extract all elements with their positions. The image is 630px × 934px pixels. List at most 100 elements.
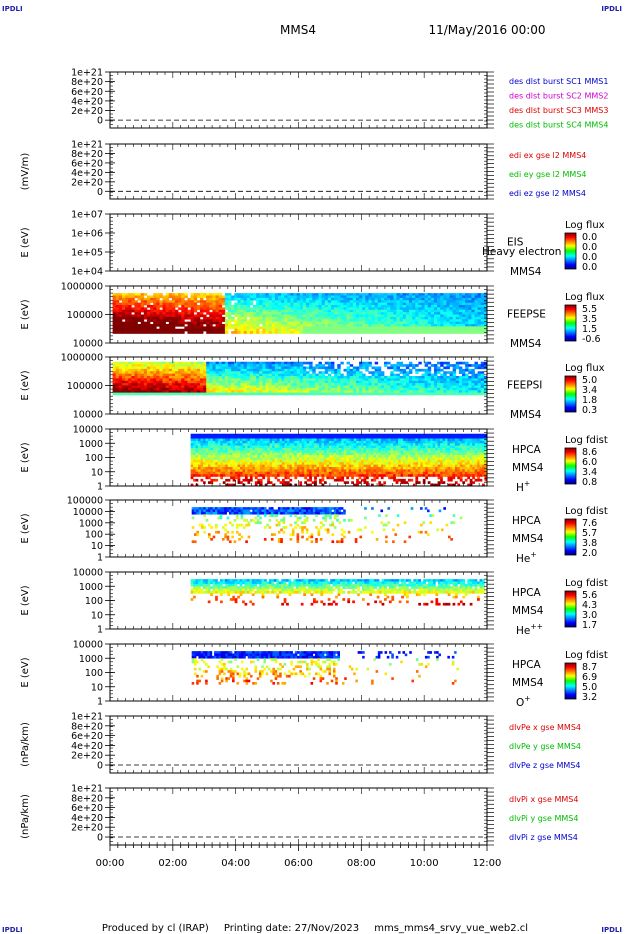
- panel-frame: [109, 213, 488, 272]
- ytick-label: 1000000: [61, 282, 103, 293]
- colorbar: [564, 518, 577, 556]
- instrument-label: EIS: [507, 237, 524, 249]
- colorbar-tick-label: 3.8: [582, 538, 597, 549]
- colorbar-tick-label: 5.0: [582, 375, 597, 386]
- corner-label-bottom-left: IPDLI: [2, 926, 23, 934]
- spacecraft-title: MMS4: [280, 23, 316, 37]
- instrument-label: FEEPSE: [507, 309, 546, 321]
- species-label: He++: [516, 622, 543, 637]
- legend-entry: edi ex gse l2 MMS4: [509, 151, 586, 160]
- panel-5: 1000000 100000 10000 E (eV) FEEPSI MMS4 Log fl…: [20, 353, 605, 422]
- legend-entry: dlvPi z gse MMS4: [509, 833, 578, 842]
- spacecraft-label: MMS4: [510, 266, 542, 278]
- legend-entry: des dlst burst SC4 MMS4: [509, 121, 608, 130]
- colorbar-tick-label: 2.0: [582, 548, 597, 559]
- species-label: O+: [516, 694, 531, 709]
- colorbar-title: Log flux: [565, 220, 605, 231]
- colorbar: [564, 375, 577, 413]
- ytick-label: 10: [91, 467, 103, 478]
- colorbar-tick-label: 4.3: [582, 600, 597, 611]
- species-label: He+: [516, 550, 537, 565]
- ytick-label: 1: [97, 482, 103, 493]
- xtick-label: 06:00: [284, 858, 313, 869]
- ytick-label: 10000: [73, 640, 103, 651]
- panel-9: 10000 1000 100 10 1 E (eV) HPCA MMS4 O+ Log fdist…: [20, 640, 608, 710]
- instrument-label: HPCA: [512, 444, 542, 456]
- ytick-label: 4e+20: [71, 741, 103, 752]
- yaxis-label: (nPa/km): [20, 722, 31, 767]
- colorbar-tick-label: 0.8: [582, 477, 597, 488]
- ytick-label: 2e+20: [71, 751, 103, 762]
- legend-entry: edi ey gse l2 MMS4: [509, 170, 587, 179]
- colorbar-tick-label: 6.9: [582, 672, 597, 683]
- spectrogram-cells: [191, 507, 463, 544]
- yaxis-label: E (eV): [20, 513, 31, 543]
- spectrogram-cells: [190, 433, 488, 487]
- colorbar-tick-label: 3.0: [582, 610, 597, 621]
- ytick-label: 100: [85, 453, 103, 464]
- ytick-label: 2e+20: [71, 823, 103, 834]
- ytick-label: 1e+05: [71, 248, 103, 259]
- footer-printing-date: Printing date: 27/Nov/2023: [224, 923, 359, 934]
- colorbar-tick-label: 0.0: [582, 252, 597, 263]
- colorbar-title: Log flux: [565, 292, 605, 303]
- corner-label-top-left: IPDLI: [2, 5, 23, 13]
- ytick-label: 100000: [67, 496, 103, 507]
- instrument-label: HPCA: [512, 587, 542, 599]
- ytick-label: 100: [85, 668, 103, 679]
- ytick-label: 8e+20: [71, 149, 103, 160]
- colorbar-title: Log fdist: [565, 650, 608, 661]
- ytick-label: 1e+21: [71, 784, 103, 795]
- ytick-label: 8e+20: [71, 77, 103, 88]
- footer-text: Produced by cl (IRAP) Printing date: 27/…: [102, 923, 528, 934]
- spacecraft-label: MMS4: [510, 338, 542, 350]
- ytick-label: 10000: [73, 507, 103, 518]
- colorbar-tick-label: 5.6: [582, 590, 597, 601]
- ytick-label: 1: [97, 553, 103, 564]
- colorbar-title: Log flux: [565, 363, 605, 374]
- instrument-label: HPCA: [512, 659, 542, 671]
- panel-8: 10000 1000 100 10 1 E (eV) HPCA MMS4 He++ Log fdi…: [20, 568, 608, 638]
- instrument-label: HPCA: [512, 515, 542, 527]
- colorbar: [564, 232, 577, 270]
- colorbar: [564, 447, 577, 485]
- footer-produced-by: Produced by cl (IRAP): [102, 923, 209, 934]
- colorbar-title: Log fdist: [565, 578, 608, 589]
- datetime-title: 11/May/2016 00:00: [428, 23, 545, 37]
- ytick-label: 1e+21: [71, 140, 103, 151]
- yaxis-label: (mV/m): [20, 153, 31, 191]
- ytick-label: 0: [97, 761, 103, 772]
- ytick-label: 10000: [73, 410, 103, 421]
- ytick-label: 6e+20: [71, 803, 103, 814]
- colorbar-tick-label: 7.6: [582, 518, 597, 529]
- spectrogram-cells: [190, 579, 485, 606]
- ytick-label: 1e+07: [71, 210, 103, 221]
- legend-entry: dlvPe y gse MMS4: [509, 742, 581, 751]
- colorbar-tick-label: 3.4: [582, 385, 597, 396]
- yaxis-label: (nPa/km): [20, 794, 31, 839]
- yaxis-label: E (eV): [20, 442, 31, 472]
- overlay-label: Heavy electron to: [482, 246, 575, 258]
- colorbar-tick-label: 3.4: [582, 467, 597, 478]
- xtick-label: 02:00: [158, 858, 187, 869]
- legend-entry: dlvPi y gse MMS4: [509, 814, 578, 823]
- time-axis: 00:00 02:00 04:00 06:00 08:00 10:00 12:00: [96, 72, 501, 869]
- spacecraft-label: MMS4: [512, 533, 544, 545]
- colorbar: [564, 662, 577, 700]
- xtick-label: 00:00: [96, 858, 125, 869]
- ytick-label: 10000: [73, 339, 103, 350]
- panel-3: 1e+07 1e+06 1e+05 1e+04 E (eV) EIS MMS4 Heavy e…: [20, 210, 605, 279]
- ytick-label: 0: [97, 116, 103, 127]
- ytick-label: 10000: [73, 568, 103, 579]
- ytick-label: 1000: [79, 654, 103, 665]
- ytick-label: 1e+06: [71, 229, 103, 240]
- panel-frame: [109, 787, 488, 846]
- panel-frame: [109, 715, 488, 774]
- yaxis-label: E (eV): [20, 370, 31, 400]
- colorbar: [564, 590, 577, 628]
- colorbar-tick-label: 0.3: [582, 405, 597, 416]
- colorbar-tick-label: 1.5: [582, 324, 597, 335]
